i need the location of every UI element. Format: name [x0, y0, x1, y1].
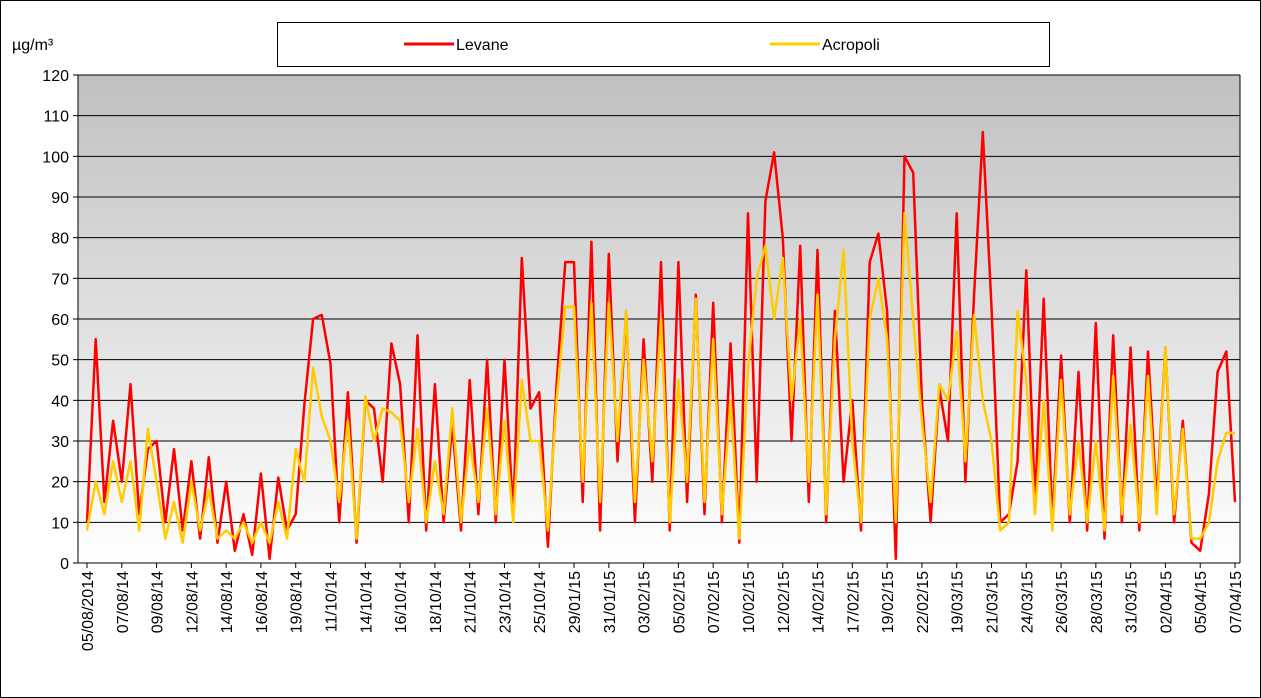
x-tick-label: 29/01/15 — [567, 571, 584, 633]
y-axis-label: µg/m³ — [12, 37, 54, 54]
x-tick-label: 05/02/15 — [671, 571, 688, 633]
x-tick-label: 19/08/14 — [289, 571, 306, 633]
x-tick-label: 19/03/15 — [950, 571, 967, 633]
x-tick-label: 22/02/15 — [915, 571, 932, 633]
y-tick-label: 100 — [42, 149, 69, 166]
legend — [277, 22, 1050, 67]
x-tick-label: 14/02/15 — [811, 571, 828, 633]
y-tick-label: 20 — [51, 475, 69, 492]
x-tick-label: 17/02/15 — [845, 571, 862, 633]
x-tick-label: 03/02/15 — [637, 571, 654, 633]
x-tick-label: 31/01/15 — [602, 571, 619, 633]
x-tick-label: 05/08/2014 — [80, 571, 97, 651]
y-tick-label: 80 — [51, 231, 69, 248]
x-tick-label: 10/02/15 — [741, 571, 758, 633]
x-tick-label: 23/10/14 — [497, 571, 514, 633]
x-tick-label: 12/08/14 — [184, 571, 201, 633]
x-tick-label: 11/10/14 — [324, 571, 341, 632]
x-tick-label: 07/04/15 — [1228, 571, 1245, 633]
x-tick-label: 21/10/14 — [463, 571, 480, 633]
x-tick-label: 14/10/14 — [358, 571, 375, 633]
y-tick-label: 70 — [51, 271, 69, 288]
x-tick-label: 18/10/14 — [428, 571, 445, 633]
legend-label: Levane — [456, 37, 509, 54]
x-tick-label: 07/08/14 — [115, 571, 132, 633]
x-tick-label: 26/03/15 — [1054, 571, 1071, 633]
x-tick-label: 05/04/15 — [1193, 571, 1210, 633]
y-tick-label: 110 — [43, 109, 69, 126]
x-tick-label: 31/03/15 — [1124, 571, 1141, 633]
x-tick-label: 16/08/14 — [254, 571, 271, 633]
series-line — [85, 130, 1237, 561]
y-tick-label: 60 — [51, 312, 69, 329]
x-tick-label: 02/04/15 — [1158, 571, 1175, 633]
x-tick-label: 14/08/14 — [219, 571, 236, 633]
legend-label: Acropoli — [822, 37, 880, 54]
y-tick-label: 120 — [42, 68, 69, 85]
y-tick-label: 50 — [51, 353, 69, 370]
y-tick-label: 30 — [51, 434, 69, 451]
series-line — [85, 212, 1235, 544]
x-tick-label: 09/08/14 — [150, 571, 167, 633]
x-tick-label: 24/03/15 — [1019, 571, 1036, 633]
x-tick-label: 25/10/14 — [532, 571, 549, 633]
x-tick-label: 19/02/15 — [880, 571, 897, 633]
y-tick-label: 0 — [60, 556, 69, 573]
y-tick-label: 40 — [51, 393, 69, 410]
x-tick-label: 07/02/15 — [706, 571, 723, 633]
y-tick-label: 10 — [51, 515, 69, 532]
x-tick-label: 28/03/15 — [1089, 571, 1106, 633]
x-tick-label: 21/03/15 — [984, 571, 1001, 633]
x-tick-label: 16/10/14 — [393, 571, 410, 633]
y-tick-label: 90 — [51, 190, 69, 207]
x-tick-label: 12/02/15 — [776, 571, 793, 633]
